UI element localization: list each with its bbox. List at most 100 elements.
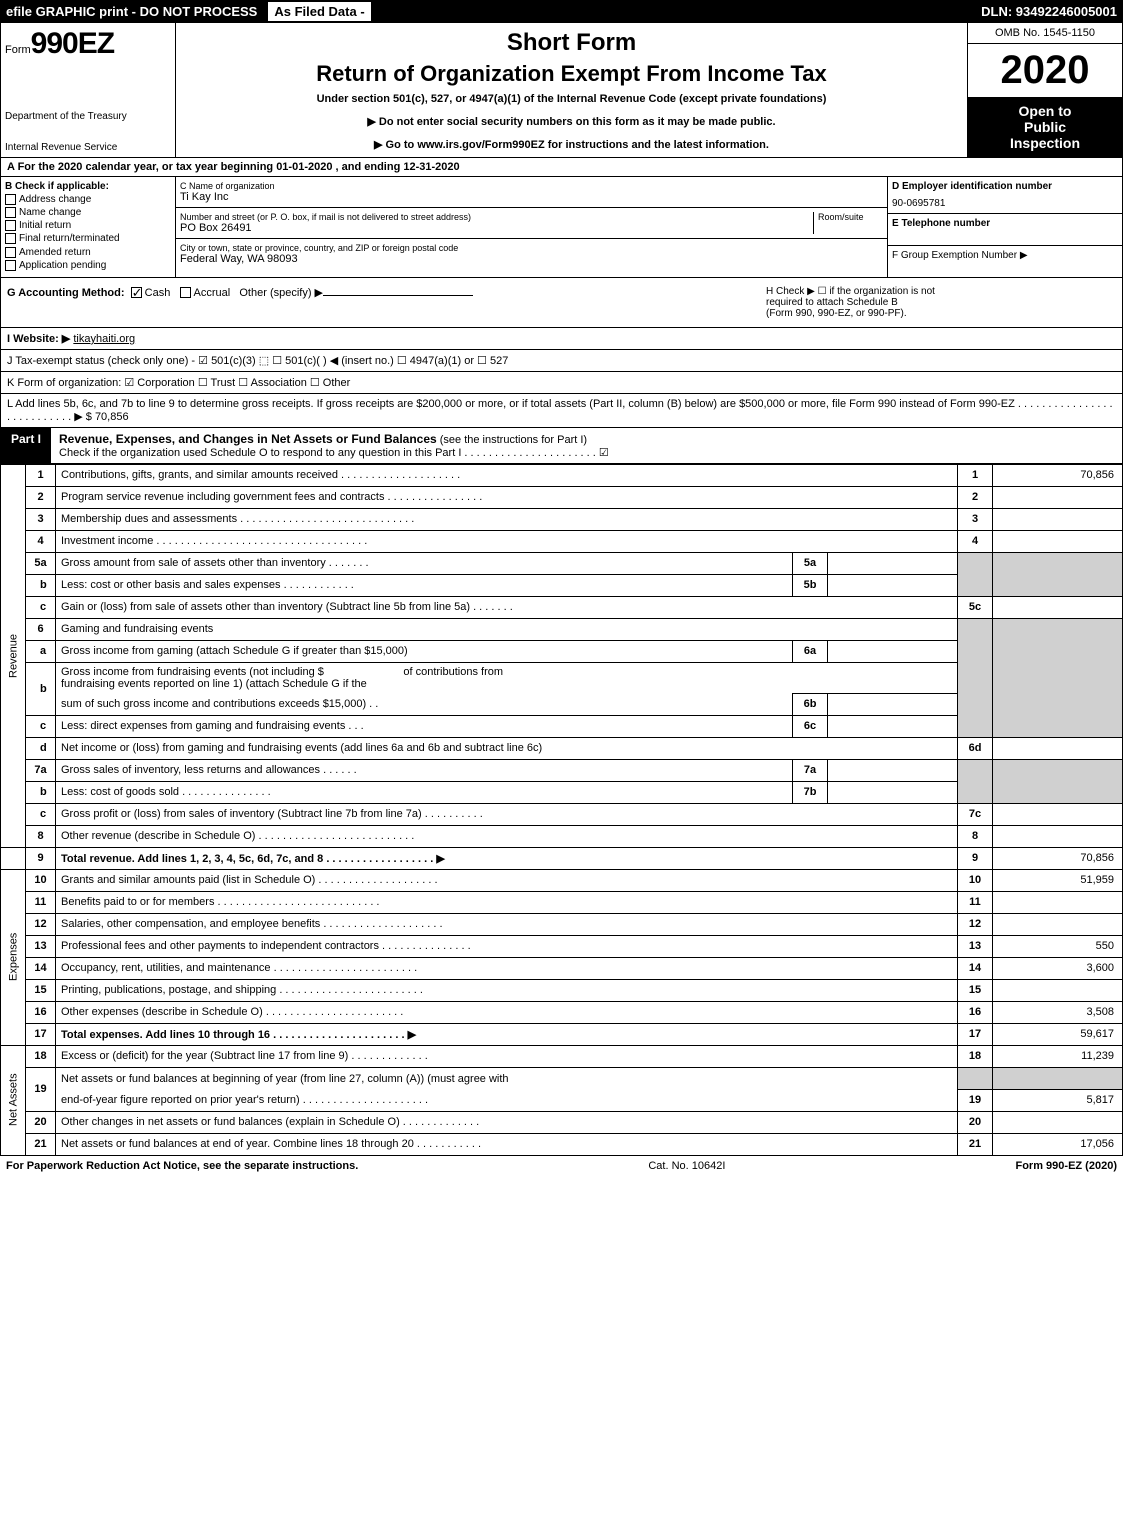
website-link[interactable]: tikayhaiti.org	[73, 333, 135, 345]
section-b-label: B Check if applicable:	[5, 181, 171, 192]
cb-final-return[interactable]: Final return/terminated	[5, 233, 171, 244]
l13-desc: Professional fees and other payments to …	[56, 935, 958, 957]
dept-block: Department of the Treasury Internal Reve…	[5, 91, 171, 153]
top-bar: efile GRAPHIC print - DO NOT PROCESS As …	[0, 0, 1123, 22]
footer-center: Cat. No. 10642I	[648, 1160, 725, 1172]
cb-cash[interactable]	[131, 287, 142, 298]
part1-title: Revenue, Expenses, and Changes in Net As…	[51, 428, 1122, 463]
l17-desc: Total expenses. Add lines 10 through 16 …	[56, 1023, 958, 1045]
l7b-inno: 7b	[793, 781, 828, 803]
l7a-no: 7a	[26, 759, 56, 781]
l5c-desc: Gain or (loss) from sale of assets other…	[56, 596, 958, 618]
l17-val: 59,617	[993, 1023, 1123, 1045]
public: Public	[974, 119, 1116, 135]
l15-val	[993, 979, 1123, 1001]
l19-desc2: end-of-year figure reported on prior yea…	[56, 1089, 958, 1111]
dept-irs: Internal Revenue Service	[5, 142, 171, 153]
line-5c: c Gain or (loss) from sale of assets oth…	[1, 596, 1123, 618]
addr-label: Number and street (or P. O. box, if mail…	[180, 212, 813, 222]
org-name-label: C Name of organization	[180, 181, 883, 191]
line-8: 8 Other revenue (describe in Schedule O)…	[1, 825, 1123, 847]
l6a-inno: 6a	[793, 640, 828, 662]
city-label: City or town, state or province, country…	[180, 243, 883, 253]
l5b-desc: Less: cost or other basis and sales expe…	[56, 574, 793, 596]
l2-val	[993, 486, 1123, 508]
cb-amended[interactable]: Amended return	[5, 247, 171, 258]
l18-outno: 18	[958, 1045, 993, 1067]
line-13: 13 Professional fees and other payments …	[1, 935, 1123, 957]
l5a-desc: Gross amount from sale of assets other t…	[56, 552, 793, 574]
l-val: $ 70,856	[86, 411, 129, 423]
l2-no: 2	[26, 486, 56, 508]
l8-outno: 8	[958, 825, 993, 847]
l6-shaded	[958, 618, 993, 737]
l16-outno: 16	[958, 1001, 993, 1023]
line-6d: d Net income or (loss) from gaming and f…	[1, 737, 1123, 759]
l5a-inno: 5a	[793, 552, 828, 574]
l6a-inval	[828, 640, 958, 662]
header-center: Short Form Return of Organization Exempt…	[176, 23, 967, 157]
l3-outno: 3	[958, 508, 993, 530]
l19-shaded-val	[993, 1067, 1123, 1089]
l6b-no: b	[26, 662, 56, 715]
line-10: Expenses 10 Grants and similar amounts p…	[1, 869, 1123, 891]
l10-desc: Grants and similar amounts paid (list in…	[56, 869, 958, 891]
form-header: Form 990EZ Department of the Treasury In…	[0, 22, 1123, 158]
l21-val: 17,056	[993, 1133, 1123, 1155]
tel-label: E Telephone number	[892, 218, 1118, 229]
l5b-inno: 5b	[793, 574, 828, 596]
l6d-desc: Net income or (loss) from gaming and fun…	[56, 737, 958, 759]
l11-outno: 11	[958, 891, 993, 913]
short-form-title: Short Form	[182, 29, 961, 57]
l5b-no: b	[26, 574, 56, 596]
section-i: I Website: ▶ tikayhaiti.org	[0, 328, 1123, 350]
l15-no: 15	[26, 979, 56, 1001]
l12-desc: Salaries, other compensation, and employ…	[56, 913, 958, 935]
l6-shaded-val	[993, 618, 1123, 737]
form-word: Form	[5, 44, 31, 56]
l7b-no: b	[26, 781, 56, 803]
inspection: Inspection	[974, 135, 1116, 151]
cb-accrual[interactable]	[180, 287, 191, 298]
line-9: 9 Total revenue. Add lines 1, 2, 3, 4, 5…	[1, 847, 1123, 869]
l11-desc: Benefits paid to or for members . . . . …	[56, 891, 958, 913]
cb-pending[interactable]: Application pending	[5, 260, 171, 271]
l5b-inval	[828, 574, 958, 596]
l11-val	[993, 891, 1123, 913]
open-to: Open to	[974, 103, 1116, 119]
l6c-no: c	[26, 715, 56, 737]
line-7a: 7a Gross sales of inventory, less return…	[1, 759, 1123, 781]
l12-outno: 12	[958, 913, 993, 935]
side-rev-end	[1, 847, 26, 869]
l3-desc: Membership dues and assessments . . . . …	[56, 508, 958, 530]
l1-outno: 1	[958, 464, 993, 486]
g-other: Other (specify) ▶	[239, 287, 323, 299]
l5c-outno: 5c	[958, 596, 993, 618]
line-15: 15 Printing, publications, postage, and …	[1, 979, 1123, 1001]
l5a-no: 5a	[26, 552, 56, 574]
l9-outno: 9	[958, 847, 993, 869]
line-6: 6 Gaming and fundraising events	[1, 618, 1123, 640]
line-3: 3 Membership dues and assessments . . . …	[1, 508, 1123, 530]
footer-left: For Paperwork Reduction Act Notice, see …	[6, 1160, 358, 1172]
l17-outno: 17	[958, 1023, 993, 1045]
line-6b-2: sum of such gross income and contributio…	[1, 693, 1123, 715]
l6d-outno: 6d	[958, 737, 993, 759]
addr-row: Number and street (or P. O. box, if mail…	[176, 208, 887, 239]
l16-desc: Other expenses (describe in Schedule O) …	[56, 1001, 958, 1023]
main-title: Return of Organization Exempt From Incom…	[182, 61, 961, 87]
cb-name-change[interactable]: Name change	[5, 207, 171, 218]
tel-row: E Telephone number	[888, 214, 1122, 246]
cb-initial-return[interactable]: Initial return	[5, 220, 171, 231]
l20-no: 20	[26, 1111, 56, 1133]
section-g: G Accounting Method: Cash Accrual Other …	[7, 286, 766, 319]
cb-address-change[interactable]: Address change	[5, 194, 171, 205]
h-line3: (Form 990, 990-EZ, or 990-PF).	[766, 308, 1116, 319]
form-num: 990EZ	[31, 27, 114, 61]
line-19-1: 19 Net assets or fund balances at beginn…	[1, 1067, 1123, 1089]
section-a: A For the 2020 calendar year, or tax yea…	[0, 158, 1123, 177]
l9-desc: Total revenue. Add lines 1, 2, 3, 4, 5c,…	[56, 847, 958, 869]
l7c-outno: 7c	[958, 803, 993, 825]
open-public-badge: Open to Public Inspection	[968, 97, 1122, 157]
l4-desc: Investment income . . . . . . . . . . . …	[56, 530, 958, 552]
